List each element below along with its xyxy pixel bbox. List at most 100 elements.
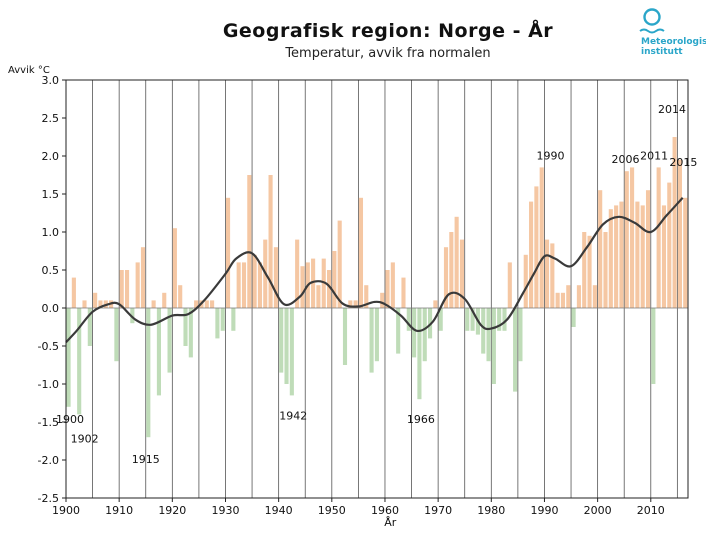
bar-1986: [523, 254, 528, 308]
bar-1940: [279, 308, 284, 373]
bar-1965: [412, 308, 417, 358]
bar-1999: [592, 285, 597, 308]
bar-1934: [247, 175, 252, 308]
y-tick-label: -2.0: [38, 454, 59, 467]
y-tick-label: -2.5: [38, 492, 59, 505]
y-tick-label: 2.5: [42, 112, 60, 125]
bar-2002: [608, 209, 613, 308]
bar-2009: [645, 190, 651, 308]
y-tick-label: 1.5: [42, 188, 60, 201]
bar-1993: [560, 292, 566, 308]
chart-subtitle: Temperatur, avvik fra normalen: [285, 46, 491, 61]
annotation-2011: 2011: [640, 149, 668, 162]
bar-1988: [534, 186, 539, 308]
bar-1997: [582, 232, 587, 308]
bar-1917: [156, 308, 161, 396]
met-institute-logo-icon: [639, 8, 665, 34]
bar-2004: [619, 201, 624, 308]
bar-1989: [539, 167, 544, 308]
x-tick-label: 1950: [318, 504, 346, 517]
bar-1924: [194, 300, 199, 308]
bar-1914: [140, 247, 146, 308]
bar-1962: [396, 308, 401, 354]
x-tick-label: 1990: [530, 504, 558, 517]
chart-title: Geografisk region: Norge - År: [222, 20, 554, 42]
bar-1967: [422, 308, 427, 362]
bar-1950: [332, 251, 337, 308]
bar-2013: [667, 182, 672, 308]
bar-1974: [459, 239, 465, 308]
bar-1946: [311, 258, 316, 308]
bar-1928: [215, 308, 220, 339]
bar-1998: [587, 235, 592, 308]
x-tick-label: 1960: [371, 504, 399, 517]
bar-2000: [598, 190, 603, 308]
logo-text: Meteorologisk institutt: [641, 37, 706, 57]
bar-1966: [417, 308, 422, 400]
bar-1900: [66, 308, 71, 407]
bar-2012: [661, 205, 667, 308]
bar-1975: [465, 308, 470, 331]
y-axis-label: Avvik °C: [8, 65, 50, 76]
annotation-1902: 1902: [71, 432, 99, 445]
y-tick-label: 1.0: [42, 226, 60, 239]
bar-1952: [342, 308, 348, 365]
bar-2016: [683, 197, 688, 308]
annotation-1942: 1942: [279, 409, 307, 422]
y-tick-label: -0.5: [38, 340, 59, 353]
bar-1961: [390, 262, 395, 308]
bar-1943: [295, 239, 300, 308]
bar-1909: [114, 308, 119, 362]
bar-1969: [433, 300, 438, 308]
x-axis-label: År: [384, 516, 397, 529]
bar-1906: [98, 300, 103, 308]
bar-1953: [348, 300, 353, 308]
annotation-2006: 2006: [612, 153, 640, 166]
bar-1983: [507, 262, 512, 308]
bar-1995: [571, 308, 576, 327]
x-tick-label: 1980: [477, 504, 505, 517]
x-tick-label: 1930: [211, 504, 239, 517]
bar-1903: [82, 300, 87, 308]
bar-1951: [337, 220, 342, 308]
bar-1992: [555, 292, 560, 308]
bar-1958: [374, 308, 379, 362]
x-tick-label: 1920: [158, 504, 186, 517]
bar-1979: [486, 308, 491, 362]
smoothed-trend-line: [65, 197, 684, 343]
bar-1972: [449, 232, 454, 308]
bar-1982: [502, 308, 507, 331]
annotation-1990: 1990: [536, 149, 564, 162]
bar-1932: [236, 262, 241, 308]
bar-2001: [603, 232, 608, 308]
bar-1949: [326, 270, 332, 308]
bar-1926: [204, 300, 209, 308]
bar-1980: [491, 308, 496, 384]
bar-1994: [566, 285, 571, 308]
bar-1910: [119, 270, 124, 308]
bar-1919: [167, 308, 172, 373]
bar-1936: [257, 262, 263, 308]
bar-1915: [146, 308, 151, 438]
bar-1939: [273, 247, 278, 308]
bar-1921: [178, 285, 183, 308]
bar-1901: [71, 277, 76, 308]
bar-1942: [289, 308, 294, 396]
bar-1970: [438, 308, 443, 331]
bar-1991: [550, 243, 555, 308]
plot-frame: [65, 79, 689, 499]
annotation-1915: 1915: [132, 453, 160, 466]
bar-1981: [497, 308, 502, 331]
bar-2014: [672, 137, 677, 308]
bar-1911: [124, 270, 130, 308]
bar-2010: [651, 308, 656, 384]
x-tick-label: 2000: [584, 504, 612, 517]
y-tick-label: 3.0: [42, 74, 60, 87]
bar-1963: [401, 277, 406, 308]
bar-2006: [630, 167, 635, 308]
bar-1922: [183, 308, 188, 346]
bar-1971: [443, 247, 449, 308]
annotation-1966: 1966: [407, 413, 435, 426]
bar-1985: [518, 308, 523, 362]
